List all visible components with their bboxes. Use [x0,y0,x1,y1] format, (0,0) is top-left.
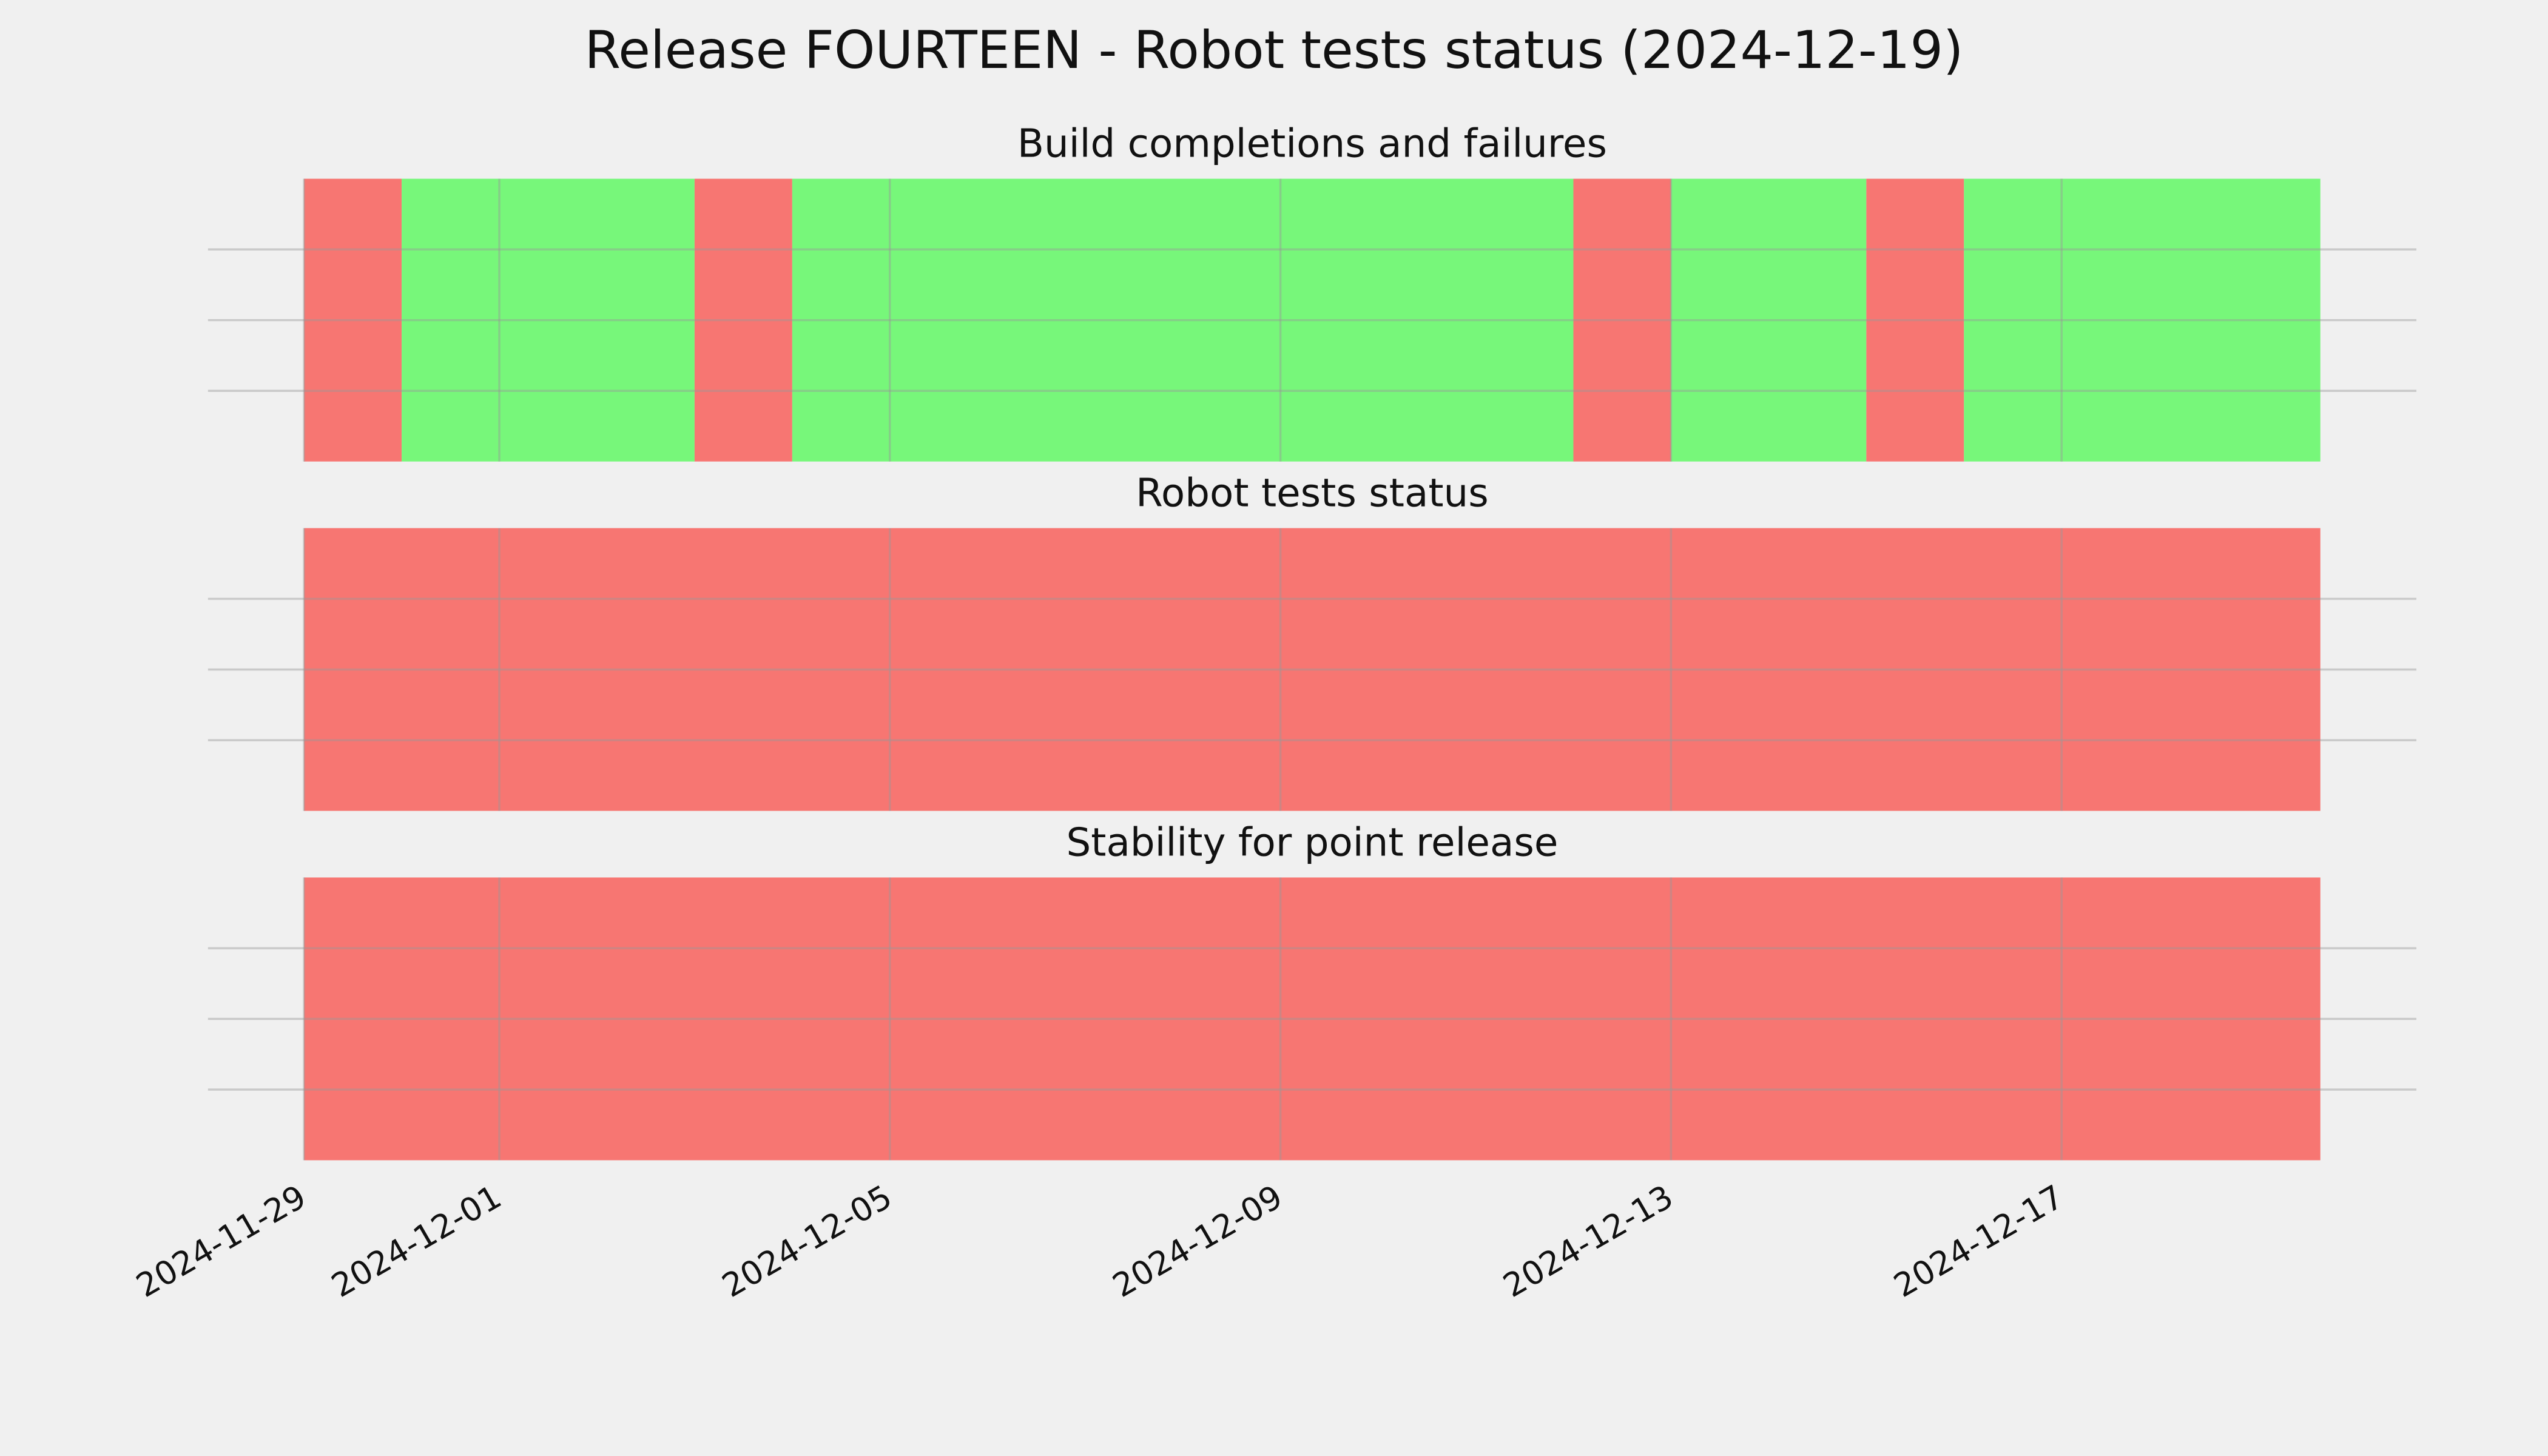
status-span [694,178,792,462]
status-span [402,178,695,462]
subplot-title: Robot tests status [1136,471,1489,516]
status-span [304,528,2320,811]
subplot-title: Build completions and failures [1017,121,1607,167]
status-span [1671,178,1867,462]
status-span [1866,178,1964,462]
status-span [1573,178,1671,462]
subplot-title: Stability for point release [1067,820,1559,865]
figure-title: Release FOURTEEN - Robot tests status (2… [585,20,1964,81]
status-span [304,877,2320,1161]
status-span [1964,178,2320,462]
status-span [792,178,1574,462]
status-span [304,178,402,462]
